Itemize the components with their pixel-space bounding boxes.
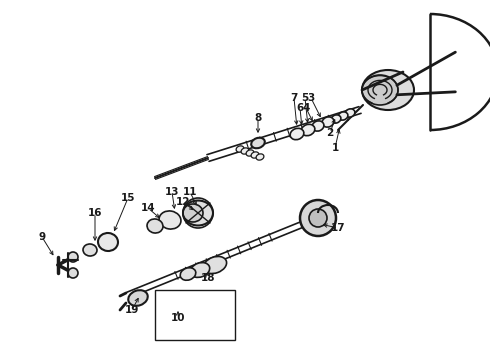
Ellipse shape <box>251 152 259 158</box>
Circle shape <box>300 200 336 236</box>
Text: 19: 19 <box>125 305 139 315</box>
Ellipse shape <box>322 117 334 127</box>
Ellipse shape <box>183 201 213 225</box>
Ellipse shape <box>362 70 414 110</box>
Text: 11: 11 <box>183 187 197 197</box>
Ellipse shape <box>345 109 355 117</box>
Ellipse shape <box>338 112 348 120</box>
Text: 17: 17 <box>331 223 345 233</box>
Ellipse shape <box>98 233 118 251</box>
Bar <box>155 290 235 340</box>
Text: 5: 5 <box>301 93 309 103</box>
Ellipse shape <box>362 75 398 105</box>
Ellipse shape <box>128 290 148 306</box>
Ellipse shape <box>246 150 254 156</box>
Ellipse shape <box>83 244 97 256</box>
Text: 10: 10 <box>171 313 185 323</box>
Ellipse shape <box>203 256 226 274</box>
Text: 14: 14 <box>141 203 155 213</box>
Text: 13: 13 <box>165 187 179 197</box>
Text: 16: 16 <box>88 208 102 218</box>
Text: 2: 2 <box>326 128 334 138</box>
Ellipse shape <box>312 121 324 131</box>
Text: 3: 3 <box>307 93 315 103</box>
Text: 15: 15 <box>121 193 135 203</box>
Text: 8: 8 <box>254 113 262 123</box>
Ellipse shape <box>301 124 315 136</box>
Ellipse shape <box>331 115 341 123</box>
Ellipse shape <box>236 146 244 152</box>
Circle shape <box>309 209 327 227</box>
Text: 7: 7 <box>290 93 298 103</box>
Text: 4: 4 <box>302 103 310 113</box>
Ellipse shape <box>180 268 196 280</box>
Text: 12: 12 <box>176 197 190 207</box>
Ellipse shape <box>251 138 265 148</box>
Ellipse shape <box>183 204 203 222</box>
Ellipse shape <box>159 211 181 229</box>
Ellipse shape <box>241 148 249 154</box>
Circle shape <box>68 268 78 278</box>
Ellipse shape <box>290 128 304 140</box>
Ellipse shape <box>190 262 210 278</box>
Text: 18: 18 <box>201 273 215 283</box>
Ellipse shape <box>256 154 264 160</box>
Text: 1: 1 <box>331 143 339 153</box>
Text: 9: 9 <box>38 232 46 242</box>
Text: 6: 6 <box>296 103 304 113</box>
Ellipse shape <box>147 219 163 233</box>
Circle shape <box>68 252 78 262</box>
